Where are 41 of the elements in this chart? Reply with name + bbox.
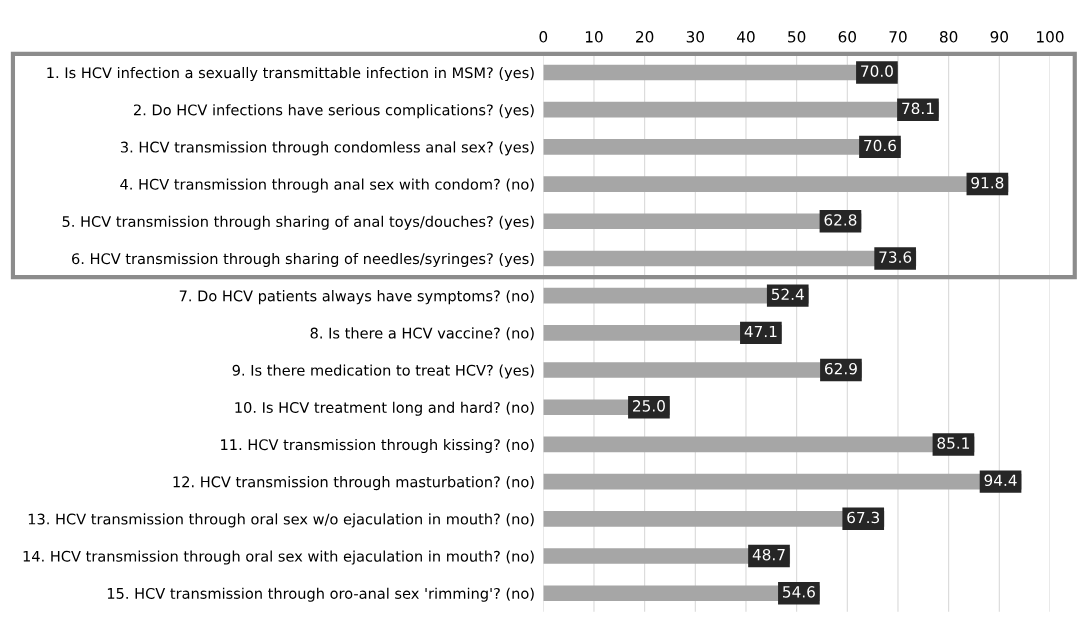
y-tick-label: 13. HCV transmission through oral sex w/o ejaculation in mouth? (no) [28, 513, 534, 528]
data-label: 62.8 [824, 214, 857, 226]
data-label: 91.8 [971, 176, 1004, 189]
y-tick-label: 15. HCV transmission through oro-anal sex 'rimming'? (no) [107, 587, 534, 602]
data-label: 85.1 [937, 437, 970, 449]
y-tick-label: 1. Is HCV infection a sexually transmittable infection in MSM? (yes) [47, 66, 534, 82]
data-label: 67.3 [847, 511, 880, 524]
y-tick-label: 7. Do HCV patients always have symptoms? (no) [179, 290, 534, 305]
data-label: 73.6 [879, 251, 912, 263]
x-tick-label: 80 [939, 31, 958, 43]
data-label: 48.7 [752, 548, 785, 561]
y-tick-label: 4. HCV transmission through anal sex with condom? (no) [120, 178, 534, 193]
y-tick-label: 2. Do HCV infections have serious complications? (yes) [133, 104, 534, 119]
data-label: 78.1 [902, 102, 934, 115]
x-tick-label: 10 [585, 31, 603, 43]
x-tick-label: 70 [889, 31, 907, 43]
x-tick-label: 20 [636, 31, 654, 43]
y-tick-label: 11. HCV transmission through kissing? (no) [221, 438, 534, 454]
x-tick-label: 0 [539, 31, 548, 43]
data-label: 62.9 [825, 362, 857, 375]
y-tick-label: 5. HCV transmission through sharing of anal toys/douches? (yes) [62, 215, 534, 230]
x-tick-label: 30 [686, 31, 705, 43]
data-label: 52.4 [771, 288, 804, 301]
y-tick-label: 14. HCV transmission through oral sex with ejaculation in mouth? (no) [23, 550, 534, 565]
y-tick-label: 12. HCV transmission through masturbation? (no) [173, 476, 534, 491]
data-label: 94.4 [984, 474, 1017, 487]
y-tick-label: 9. Is there medication to treat HCV? (yes) [232, 364, 534, 379]
x-tick-label: 100 [1037, 31, 1064, 43]
x-tick-label: 40 [737, 31, 755, 43]
data-label: 47.1 [744, 325, 777, 338]
x-tick-label: 50 [788, 31, 806, 43]
y-tick-label: 3. HCV transmission through condomless anal sex? (yes) [120, 141, 534, 156]
x-tick-label: 90 [990, 31, 1009, 43]
y-tick-label: 10. Is HCV treatment long and hard? (no) [235, 401, 534, 416]
x-tick-label: 60 [838, 31, 857, 43]
y-tick-label: 8. Is there a HCV vaccine? (no) [310, 327, 534, 341]
data-label: 70.0 [861, 65, 893, 77]
y-tick-label: 6. HCV transmission through sharing of needles/syringes? (yes) [72, 252, 534, 268]
data-label: 54.6 [783, 586, 815, 598]
data-label: 25.0 [633, 400, 665, 412]
data-label: 70.6 [864, 139, 896, 152]
